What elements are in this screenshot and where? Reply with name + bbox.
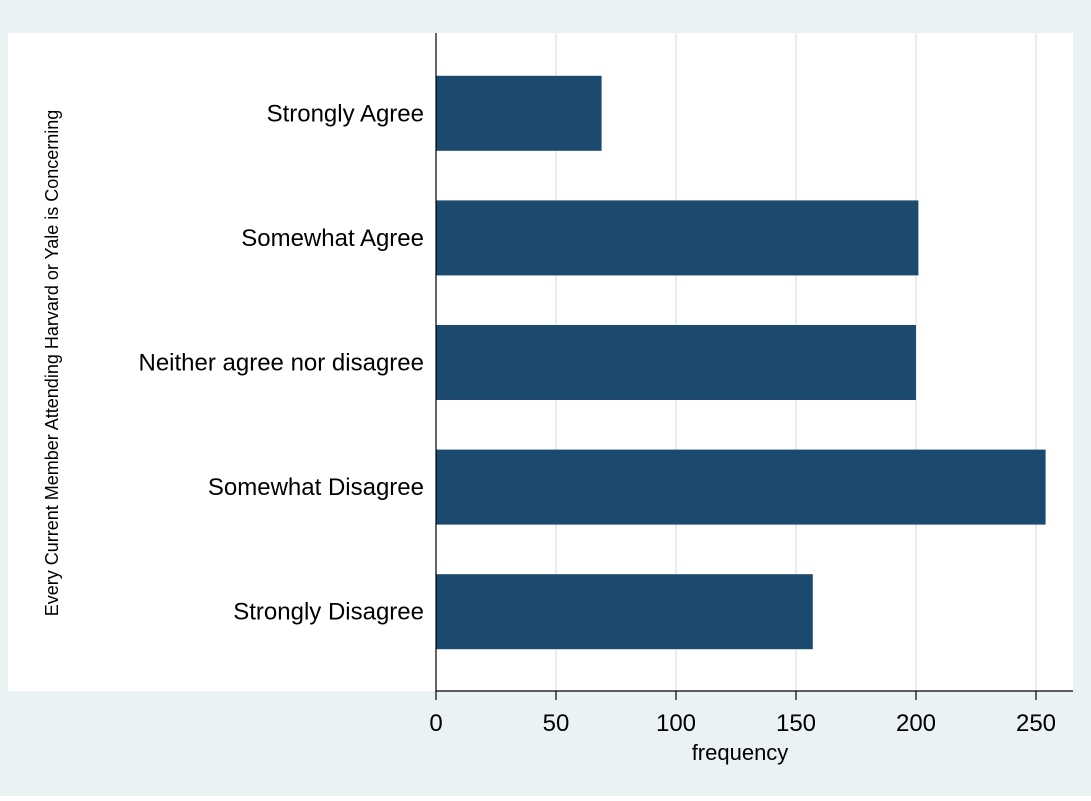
- category-label: Somewhat Disagree: [208, 474, 424, 501]
- bar-strongly-agree: [436, 75, 602, 151]
- x-axis-title: frequency: [692, 740, 789, 765]
- x-tick-label: 50: [543, 710, 570, 737]
- x-tick-label: 0: [429, 710, 442, 737]
- x-tick-label: 200: [896, 710, 936, 737]
- category-label: Strongly Disagree: [233, 599, 424, 626]
- category-label: Neither agree nor disagree: [138, 350, 424, 377]
- category-label: Somewhat Agree: [241, 225, 424, 252]
- x-tick-label: 250: [1016, 710, 1056, 737]
- category-label: Strongly Agree: [267, 100, 424, 127]
- y-axis-title: Every Current Member Attending Harvard o…: [42, 110, 62, 617]
- x-axis-ticks: 0 50 100 150 200 250: [429, 691, 1056, 737]
- x-tick-label: 100: [656, 710, 696, 737]
- bars: [436, 75, 1046, 650]
- x-tick-label: 150: [776, 710, 816, 737]
- bar-strongly-disagree: [436, 574, 813, 650]
- bar-neither-agree-nor-disagree: [436, 325, 916, 400]
- bar-somewhat-agree: [436, 200, 919, 276]
- bar-somewhat-disagree: [436, 449, 1046, 525]
- y-axis-category-labels: Strongly Agree Somewhat Agree Neither agre…: [138, 100, 424, 625]
